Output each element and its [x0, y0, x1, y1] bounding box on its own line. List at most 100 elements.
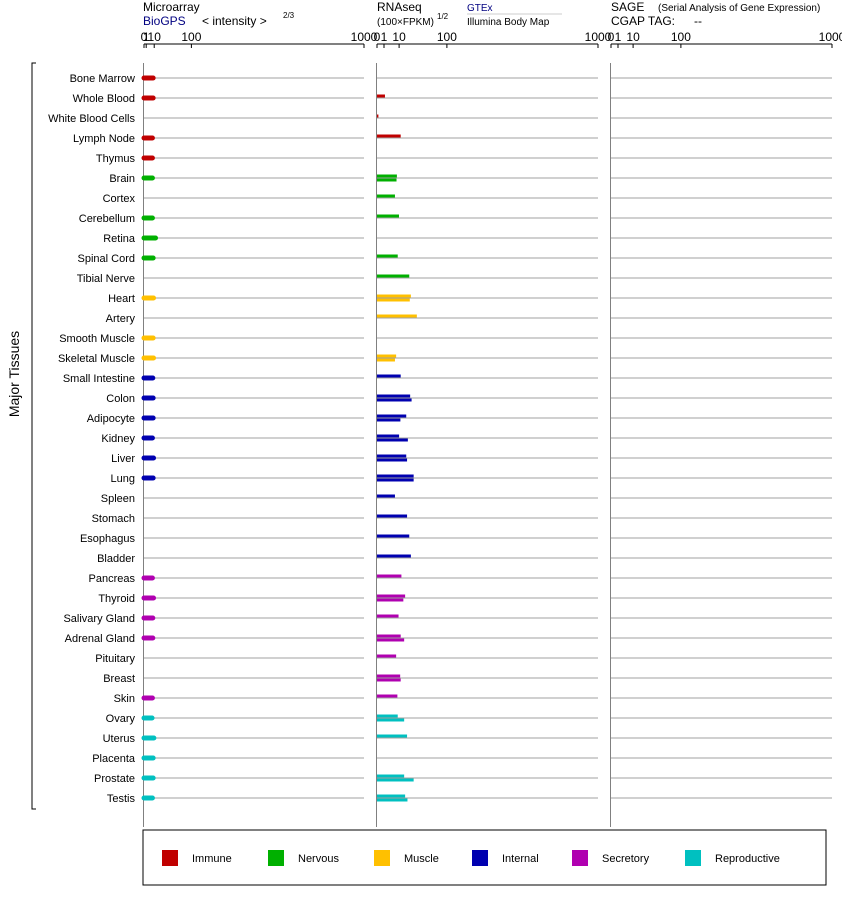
tissue-label: Uterus: [103, 733, 136, 745]
scale-tick-label: 1: [143, 30, 150, 44]
bar: [377, 294, 411, 298]
tissue-label: Breast: [103, 673, 135, 685]
tissue-label: Tibial Nerve: [77, 273, 135, 285]
bar: [377, 354, 397, 358]
tissue-label: Ovary: [106, 713, 136, 725]
tissue-label: Skeletal Muscle: [58, 353, 135, 365]
tissue-label: Pituitary: [95, 653, 135, 665]
scale-tick-label: 0: [608, 30, 615, 44]
bar: [377, 358, 395, 362]
bar: [377, 398, 412, 402]
legend-label: Secretory: [602, 853, 650, 865]
microarray-unit-exponent: 2/3: [283, 11, 295, 20]
rnaseq-unit: (100×FPKM): [377, 17, 434, 28]
tissue-label: Placenta: [92, 753, 136, 765]
tissue-label: Bone Marrow: [70, 73, 135, 85]
illumina-body-map-label: Illumina Body Map: [467, 17, 550, 28]
bar: [377, 734, 408, 738]
legend: Immune Nervous Muscle Internal Secretory Repr…: [142, 829, 827, 886]
tissue-label: Retina: [103, 233, 136, 245]
scale-tick-label: 100: [671, 30, 691, 44]
tissue-label: Esophagus: [80, 533, 136, 545]
scale-tick-label: 100: [181, 30, 201, 44]
bar: [377, 614, 399, 618]
bar: [377, 594, 406, 598]
scale-tick-label: 10: [626, 30, 640, 44]
bar: [377, 554, 411, 558]
tissue-label: Small Intestine: [63, 373, 135, 385]
bar: [377, 254, 398, 258]
panel-headers: Microarray BioGPS < intensity > 2/3 RNAs…: [143, 0, 820, 28]
bar: [377, 694, 398, 698]
bar: [377, 194, 395, 198]
rnaseq-unit-exponent: 1/2: [437, 12, 449, 21]
bar: [377, 654, 397, 658]
bar: [377, 454, 407, 458]
major-tissues-bracket: Major Tissues: [6, 62, 36, 810]
bar: [377, 718, 405, 722]
bar: [377, 298, 410, 302]
scale-tick-label: 1: [381, 30, 388, 44]
tissue-label: Bladder: [97, 553, 135, 565]
tissue-labels: Bone Marrow Whole Blood White Blood Cells L…: [48, 73, 136, 805]
bar: [377, 598, 404, 602]
panel-sage: 01 10 100 1000: [608, 30, 842, 827]
tissue-label: Spinal Cord: [78, 253, 135, 265]
bar: [377, 674, 401, 678]
legend-swatch: [685, 850, 701, 866]
tissue-label: Lung: [111, 473, 135, 485]
sage-tag-label: CGAP TAG:: [611, 14, 675, 28]
axis-label: Major Tissues: [6, 331, 22, 417]
tissue-label: Whole Blood: [73, 93, 135, 105]
microarray-title: Microarray: [143, 0, 200, 14]
tissue-label: Prostate: [94, 773, 135, 785]
legend-swatch: [268, 850, 284, 866]
bar: [377, 394, 411, 398]
biogps-link[interactable]: BioGPS: [143, 14, 186, 28]
rnaseq-title: RNAseq: [377, 0, 422, 14]
sage-subtitle: (Serial Analysis of Gene Expression): [658, 3, 820, 14]
tissue-label: Thymus: [96, 153, 136, 165]
bar: [377, 534, 410, 538]
tissue-label: Brain: [109, 173, 135, 185]
bar: [377, 574, 402, 578]
bar: [377, 174, 397, 178]
tissue-label: Kidney: [101, 433, 135, 445]
scale-tick-label: 1000: [585, 30, 612, 44]
legend-label: Immune: [192, 853, 232, 865]
tissue-label: Skin: [114, 693, 135, 705]
sage-tag-value: --: [694, 14, 702, 28]
bar: [377, 214, 399, 218]
bar: [377, 778, 414, 782]
tissue-label: Testis: [107, 793, 136, 805]
bar: [377, 114, 379, 118]
tissue-label: Cortex: [103, 193, 136, 205]
bar: [377, 458, 408, 462]
tissue-label: Adipocyte: [87, 413, 135, 425]
bar: [377, 314, 417, 318]
chart-panels: 011010010000110100100001101001000: [141, 30, 842, 827]
bar: [377, 714, 398, 718]
scale-tick-label: 0: [141, 30, 148, 44]
panel-rnaseq: 0 1 10 100 1000: [374, 30, 612, 827]
tissue-label: Spleen: [101, 493, 135, 505]
bar: [377, 638, 405, 642]
scale-tick-label: 0: [374, 30, 381, 44]
bar: [377, 418, 401, 422]
tissue-label: Heart: [108, 293, 135, 305]
tissue-label: Stomach: [92, 513, 135, 525]
tissue-label: Pancreas: [89, 573, 136, 585]
tissue-label: White Blood Cells: [48, 113, 135, 125]
scale-tick-label: 100: [437, 30, 457, 44]
gtex-link[interactable]: GTEx: [467, 3, 493, 14]
bar: [377, 474, 414, 478]
scale-tick-label: 1: [615, 30, 622, 44]
bar: [377, 274, 410, 278]
bar: [377, 414, 407, 418]
tissue-label: Adrenal Gland: [65, 633, 135, 645]
tissue-label: Lymph Node: [73, 133, 135, 145]
bar: [377, 438, 408, 442]
scale-tick-label: 1000: [819, 30, 842, 44]
scale-tick-label: 10: [392, 30, 406, 44]
